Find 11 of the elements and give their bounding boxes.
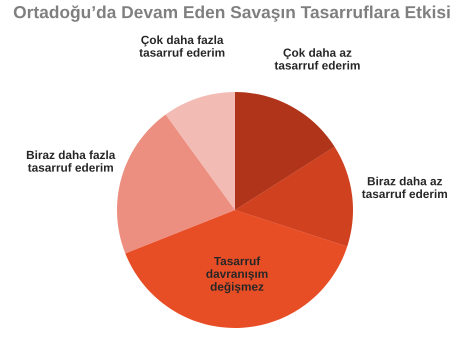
chart-title: Ortadoğu’da Devam Eden Savaşın Tasarruflara Etkisi: [14, 5, 450, 22]
slice-label: Çok daha az tasarruf ederim: [274, 48, 360, 70]
pie-slice: [166, 92, 235, 210]
slice-label: Biraz daha fazla tasarruf ederim: [26, 150, 116, 172]
pie-slice: [117, 114, 235, 254]
pie-slice: [125, 210, 348, 328]
slice-label: Biraz daha az tasarruf ederim: [362, 176, 447, 198]
slice-label: Tasarruf davranışım değişmez: [206, 256, 268, 294]
pie-slice: [235, 92, 335, 210]
slice-label: Çok daha fazla tasarruf ederim: [139, 35, 224, 57]
pie-slice: [235, 146, 353, 246]
